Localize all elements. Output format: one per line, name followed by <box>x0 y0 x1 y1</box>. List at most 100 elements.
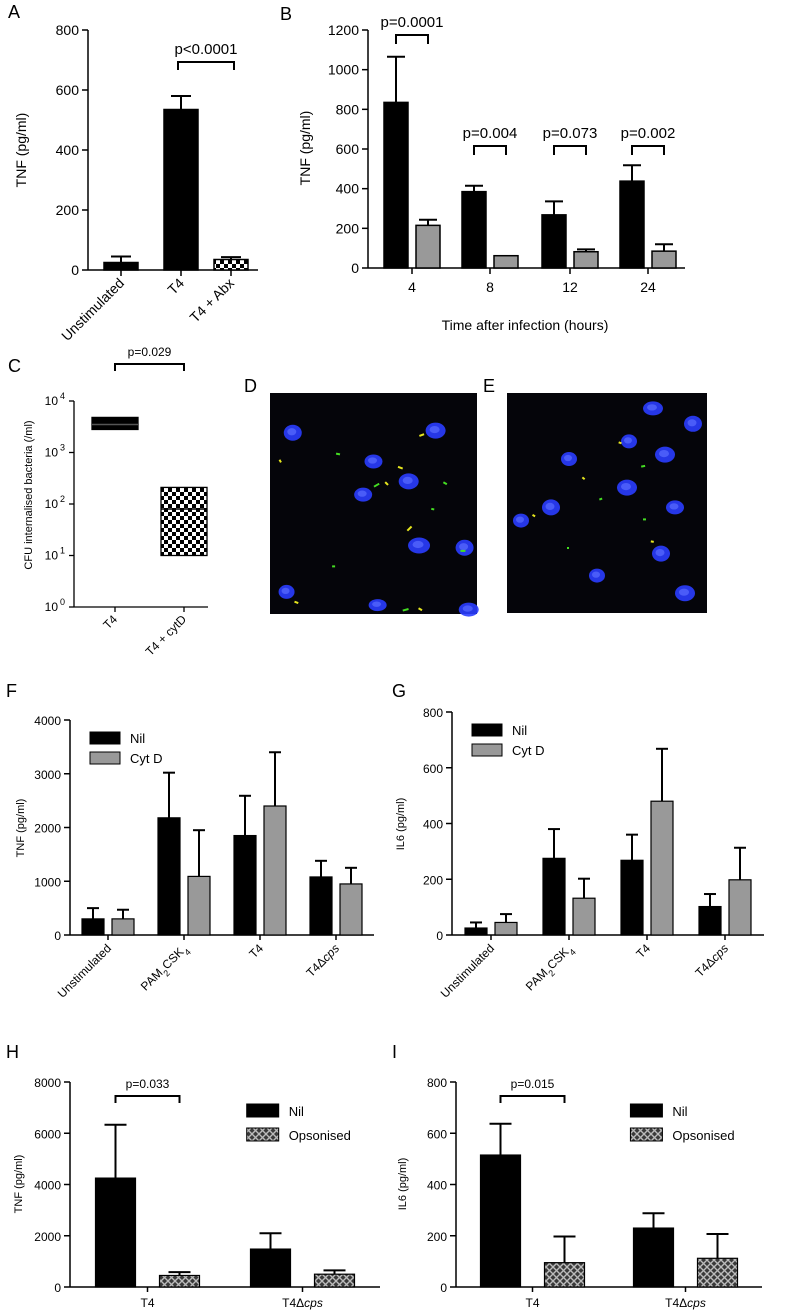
panel-i-significance-bracket <box>499 1095 566 1103</box>
micro-e-nucleus-highlight <box>564 454 572 462</box>
panel-label-i: I <box>392 1042 397 1062</box>
panel-f-legend-label: Nil <box>130 731 145 746</box>
panel-c-p-value: p=0.029 <box>128 345 172 359</box>
micro-e-nucleus-highlight <box>679 588 689 596</box>
panel-a-y-tick-label: 0 <box>71 262 79 278</box>
panel-i-y-tick-label: 800 <box>427 1076 447 1090</box>
panel-c-ylabel: CFU internalised bacteria (/ml) <box>23 420 35 569</box>
panel-label-d: D <box>244 376 257 396</box>
panel-i-legend-label: Nil <box>672 1104 687 1119</box>
panel-f-x-tick-label: T4Δcps <box>303 941 342 980</box>
panel-c-y-tick-label: 10 <box>45 446 59 460</box>
panel-g-x-tick-label: Unstimulated <box>438 941 497 1000</box>
panel-h-bar-nil <box>249 1248 292 1288</box>
panel-h-bar-opsonised <box>313 1273 356 1288</box>
micro-e-nucleus-highlight <box>621 483 631 491</box>
panel-h-y-tick-label: 2000 <box>34 1230 61 1244</box>
panel-b-significance-bracket <box>473 145 507 155</box>
panel-b-y-tick-label: 800 <box>336 101 360 117</box>
panel-h-legend-label: Opsonised <box>289 1128 351 1143</box>
panel-g-bar-nil <box>542 857 566 936</box>
panel-label-b: B <box>280 4 292 24</box>
panel-i-legend-swatch <box>629 1103 663 1118</box>
panel-g-x-tick-label: PAM2CSK4 <box>523 941 578 996</box>
panel-c-x-tick-label: T4 <box>100 612 120 632</box>
panel-b-significance-bracket <box>395 34 429 44</box>
micro-e-bacterium <box>618 441 622 445</box>
micro-d-bacterium <box>418 607 423 612</box>
panel-c-significance-bracket <box>114 363 185 371</box>
panel-i-p-value: p=0.015 <box>511 1077 555 1091</box>
panel-g-bar-cytd <box>650 800 674 936</box>
micro-e-bacterium <box>532 513 536 518</box>
panel-a-p-value: p<0.0001 <box>175 41 238 58</box>
micro-d-bacterium <box>335 452 341 456</box>
panel-f-ylabel: TNF (pg/ml) <box>15 799 27 858</box>
panel-f-bar-nil <box>81 918 105 936</box>
panel-a-x-tick-label: T4 <box>164 275 187 298</box>
panel-c-box <box>160 486 208 557</box>
panel-label-g: G <box>392 681 406 701</box>
panel-g-y-tick-label: 400 <box>423 818 443 832</box>
panel-h-ylabel: TNF (pg/ml) <box>13 1155 25 1214</box>
panel-f-y-tick-label: 4000 <box>34 714 61 728</box>
panel-a-x-tick-label: T4 + Abx <box>186 275 237 326</box>
micro-d-nucleus-highlight <box>368 457 377 464</box>
panel-h-p-value: p=0.033 <box>126 1077 170 1091</box>
panel-b-y-tick-label: 0 <box>351 260 359 276</box>
panel-h-legend-label: Nil <box>289 1104 304 1119</box>
micro-d-nucleus-highlight <box>287 428 297 436</box>
panel-label-h: H <box>6 1042 19 1062</box>
panel-g-bar-nil <box>620 859 644 936</box>
micro-d-bacterium <box>397 465 404 470</box>
panel-g-legend-swatch <box>471 723 503 737</box>
panel-h-x-tick-label: T4Δcps <box>282 1296 323 1310</box>
panel-a-bar <box>213 258 249 271</box>
micro-e-nucleus-highlight <box>659 450 669 458</box>
micro-d-bacterium <box>373 482 380 488</box>
panel-b-bar-nil <box>619 180 645 269</box>
panel-c-y-tick-label: 10 <box>45 549 59 563</box>
micro-d-bacterium <box>419 433 425 437</box>
chart-panel-f: 0 1000 2000 3000 4000 Unstimulated PAM2CSK4 T4 T… <box>34 714 374 1001</box>
panel-f-bar-cytd <box>339 883 363 936</box>
panel-b-significance-bracket <box>631 145 665 155</box>
panel-f-legend-swatch <box>89 731 121 745</box>
panel-b-x-tick-label: 24 <box>640 279 656 295</box>
panel-h-significance-bracket <box>114 1095 181 1103</box>
panel-c-y-tick-exponent: 0 <box>60 597 65 607</box>
micro-e-nucleus-highlight <box>655 549 665 557</box>
micro-d-nucleus-highlight <box>357 490 367 497</box>
panel-a-y-tick-label: 400 <box>56 142 80 158</box>
panel-b-p-value: p=0.004 <box>463 125 518 142</box>
panel-g-legend-label: Nil <box>512 723 527 738</box>
micro-e-nucleus-highlight <box>669 503 679 510</box>
panel-g-y-tick-label: 800 <box>423 706 443 720</box>
panel-a-y-tick-label: 800 <box>56 22 80 38</box>
micro-e-nucleus-highlight <box>647 404 657 411</box>
panel-f-bar-nil <box>309 876 333 936</box>
panel-b-ylabel: TNF (pg/ml) <box>297 111 313 186</box>
panel-f-bar-cytd <box>111 918 135 936</box>
panel-g-legend-swatch <box>471 743 503 757</box>
panel-b-xlabel: Time after infection (hours) <box>442 317 609 333</box>
micro-d-bacterium <box>384 481 389 486</box>
panel-g-y-tick-label: 0 <box>436 929 443 943</box>
chart-panel-g: 0 200 400 600 800 Unstimulated PAM2CSK4 T4 T4Δcp… <box>423 706 764 1001</box>
panel-label-a: A <box>8 2 20 22</box>
panel-b-bar-treated <box>493 254 519 269</box>
micro-d-background <box>270 393 477 614</box>
panel-f-legend-label: Cyt D <box>130 751 163 766</box>
micro-e-bacterium <box>581 476 586 481</box>
micro-d-nucleus-highlight <box>372 601 382 607</box>
micro-e-bacterium <box>650 540 654 543</box>
microscopy-image-e <box>507 393 707 613</box>
panel-g-y-tick-label: 600 <box>423 762 443 776</box>
panel-c-y-tick-label: 10 <box>45 600 59 614</box>
panel-i-bar-opsonised <box>543 1262 586 1288</box>
micro-d-nucleus-highlight <box>429 425 440 434</box>
chart-panel-a: 0 200 400 600 800 Unstimulated T4 T4 + Abx p<0.0… <box>56 22 258 344</box>
panel-f-bar-cytd <box>187 875 211 936</box>
panel-g-ylabel: IL6 (pg/ml) <box>395 798 407 851</box>
